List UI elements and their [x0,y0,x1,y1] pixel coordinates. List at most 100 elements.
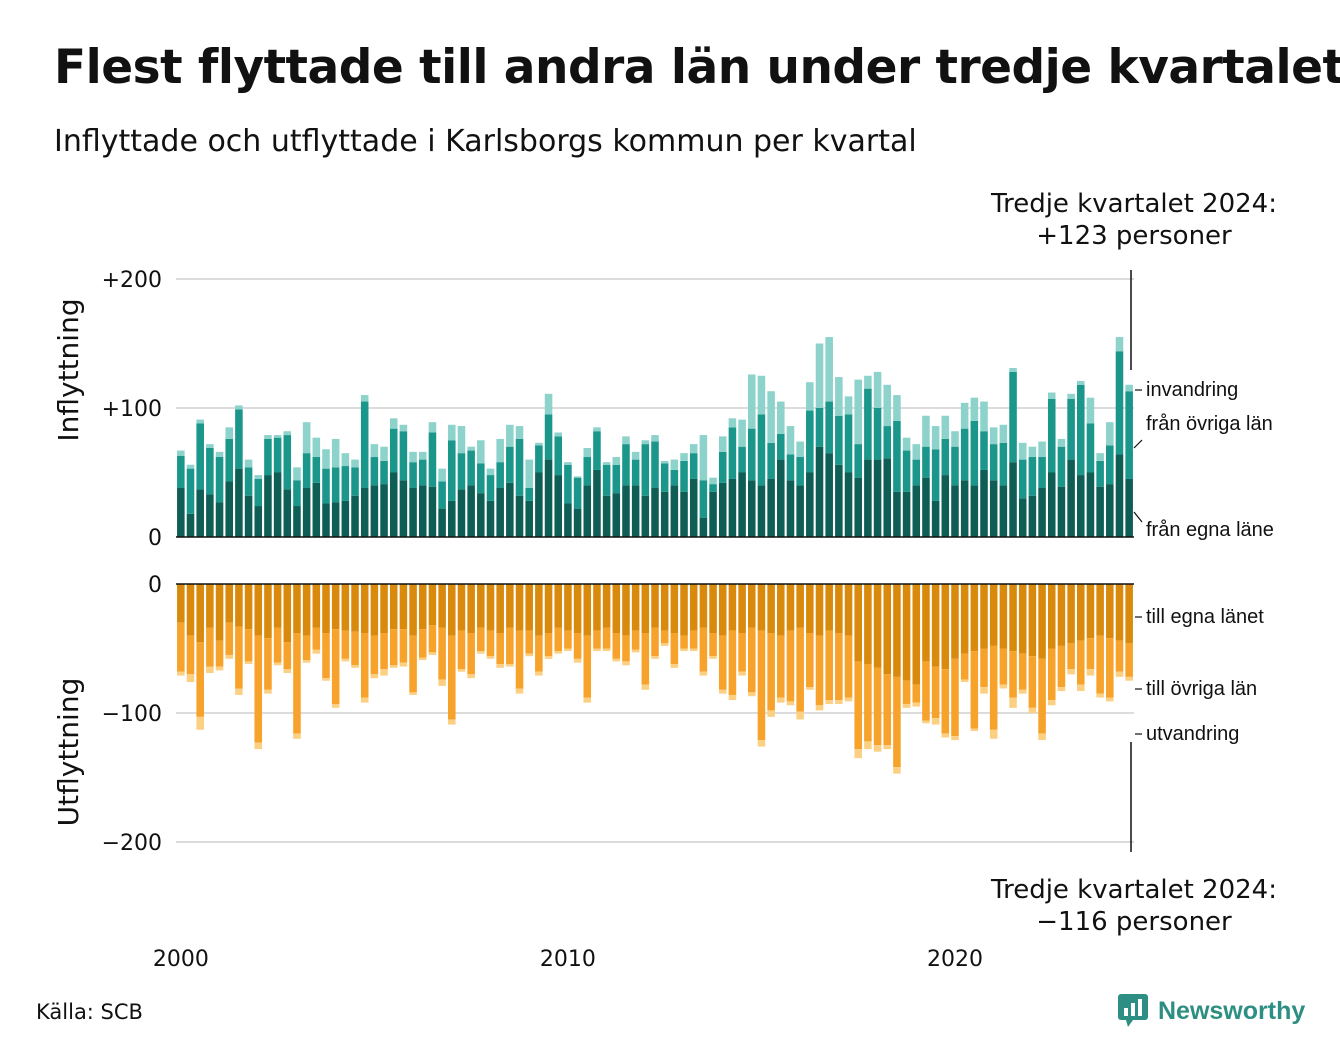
bar-out-till-egna-länet [670,584,679,634]
bar-out-till-egna-länet [699,584,708,628]
bar-in-från-egna-läne [709,491,717,537]
bar-in-från-egna-läne [360,487,369,537]
bar-in-invandring [1096,453,1104,461]
bar-in-invandring [506,424,514,447]
bar-in-från-egna-läne [989,480,998,537]
bar-out-till-övriga-län [631,630,640,650]
bar-out-till-övriga-län [496,633,504,664]
bar-out-till-övriga-län [1115,640,1124,672]
bar-in-från-egna-läne [380,484,388,537]
bar-in-från-övriga-län [854,444,862,478]
bar-in-från-egna-läne [864,459,872,537]
bar-in-från-egna-läne [796,485,804,537]
bar-in-invandring [757,375,766,415]
bar-in-från-egna-läne [496,487,504,537]
bar-in-från-egna-läne [389,472,398,537]
bar-out-till-egna-länet [1106,584,1114,639]
bar-out-till-övriga-län [177,622,185,672]
bar-out-till-övriga-län [844,635,853,698]
bar-out-utvandring [699,671,708,676]
bar-out-utvandring [1125,676,1133,681]
bar-in-från-egna-läne [941,475,950,537]
bar-in-från-egna-läne [1009,462,1017,537]
bar-in-från-egna-läne [931,500,940,537]
bar-in-från-egna-läne [341,500,350,537]
bar-in-invandring [709,477,717,485]
bar-out-till-övriga-län [225,622,233,655]
bar-out-till-egna-länet [418,584,427,630]
bar-out-utvandring [1096,693,1104,698]
bar-in-från-övriga-län [670,469,679,486]
bar-out-utvandring [264,689,272,694]
bar-out-utvandring [941,733,950,738]
y-tick-label: −200 [102,831,162,856]
bar-out-till-egna-länet [951,584,959,659]
bar-out-utvandring [864,741,872,750]
bar-out-till-övriga-län [699,627,708,672]
bar-out-till-övriga-län [777,635,785,698]
bar-out-till-övriga-län [1086,638,1095,670]
bar-out-till-egna-länet [428,584,437,626]
bar-out-till-egna-länet [796,584,804,628]
bar-out-till-övriga-län [941,669,950,734]
bar-out-utvandring [438,679,446,686]
bar-in-invandring [254,475,263,479]
bar-in-invandring [186,464,195,469]
bar-out-till-egna-länet [206,584,214,628]
bar-in-från-egna-läne [612,493,621,537]
bar-out-till-egna-länet [1115,584,1124,641]
bar-in-invandring [196,419,204,424]
bar-out-till-övriga-län [873,667,882,746]
bar-in-från-övriga-län [680,460,688,492]
bar-out-utvandring [389,665,398,668]
bar-out-utvandring [535,671,543,676]
bar-out-till-egna-länet [922,584,930,662]
bar-out-utvandring [970,728,979,732]
bar-out-utvandring [573,658,582,663]
bar-out-till-övriga-län [1018,653,1027,690]
bar-out-till-egna-länet [1028,584,1037,657]
bar-in-från-egna-läne [777,459,785,537]
bar-out-till-egna-länet [1086,584,1095,639]
bar-out-utvandring [922,720,930,724]
bar-out-till-egna-länet [506,584,514,628]
bar-in-från-egna-läne [1115,454,1124,537]
bar-out-till-egna-länet [931,584,940,667]
bar-in-invandring [1018,442,1027,460]
bar-in-invandring [409,451,417,463]
x-tick-label: 2000 [153,947,209,972]
bar-in-från-övriga-län [206,447,214,495]
bar-out-till-övriga-län [864,663,872,742]
bar-in-från-egna-läne [457,489,466,537]
bar-in-från-egna-läne [747,480,756,537]
bar-out-till-egna-länet [360,584,369,634]
bar-in-från-egna-läne [767,478,775,537]
bar-in-från-övriga-län [477,463,485,494]
bar-out-till-egna-länet [999,584,1008,649]
bar-in-från-övriga-län [651,441,659,488]
bar-out-till-egna-länet [264,584,272,639]
bar-in-från-övriga-län [718,451,727,483]
bar-in-invandring [806,382,814,411]
bar-out-utvandring [912,702,921,707]
bar-out-till-egna-länet [380,584,388,634]
series-leader [1133,439,1143,449]
bar-in-invandring [496,438,504,463]
bar-in-från-övriga-län [796,457,804,486]
bar-in-från-egna-läne [835,464,843,537]
bar-in-från-övriga-län [902,450,911,492]
bar-in-invandring [777,401,785,434]
bar-in-från-övriga-län [883,426,892,459]
bar-in-från-övriga-län [728,427,737,479]
bar-out-till-egna-länet [564,584,572,631]
bar-in-från-övriga-län [302,453,311,488]
bar-out-till-egna-länet [815,584,824,636]
bar-out-till-egna-länet [177,584,185,623]
bar-in-från-övriga-län [1125,391,1133,479]
bar-in-från-egna-läne [815,446,824,537]
bar-out-till-egna-länet [970,584,979,652]
bar-in-invandring [1067,393,1075,399]
bar-out-till-övriga-län [815,635,824,706]
bar-in-från-övriga-län [215,457,224,503]
